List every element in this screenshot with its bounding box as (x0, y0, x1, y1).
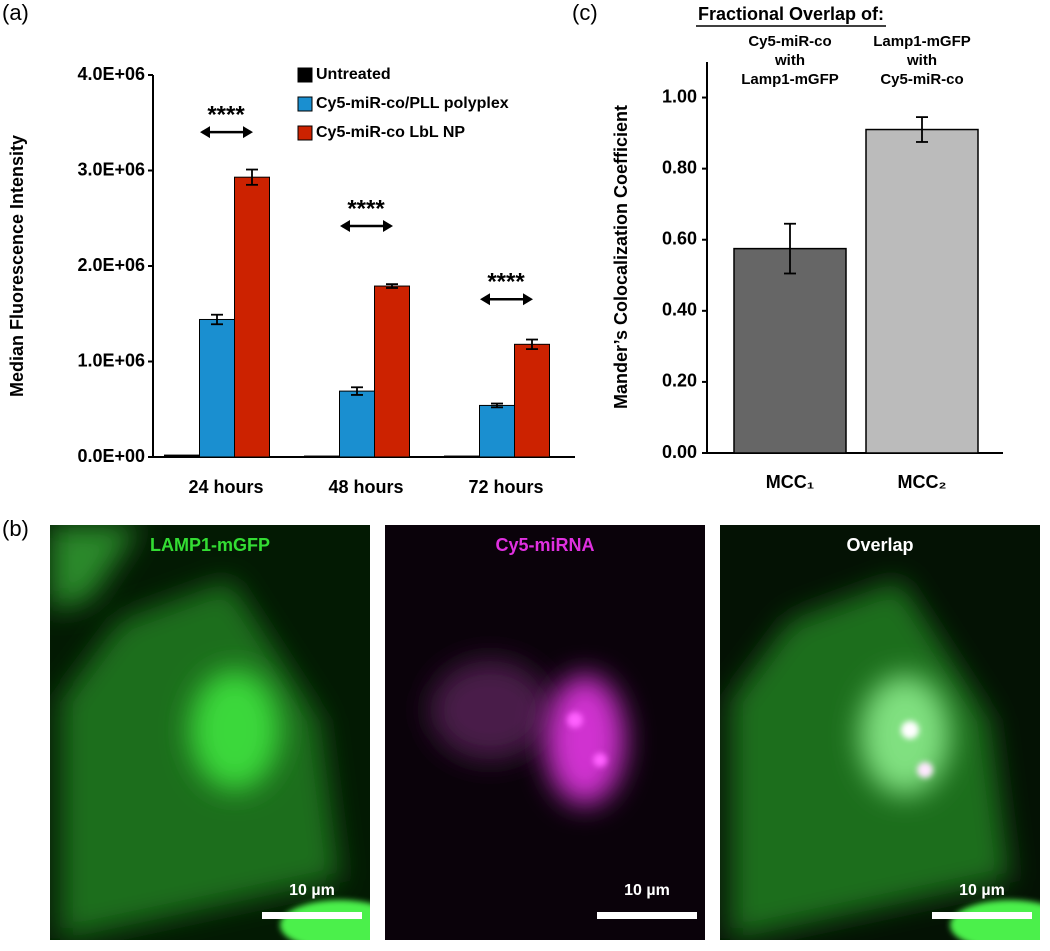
legend-swatch (297, 67, 313, 83)
legend-label: Cy5-miR-co LbL NP (316, 124, 465, 141)
image-label: Cy5-miRNA (495, 535, 594, 555)
y-tick-label: 0.60 (662, 228, 697, 248)
bar (374, 285, 410, 458)
bar (444, 455, 480, 458)
micrograph (720, 525, 1040, 940)
bar (479, 404, 515, 458)
image-label: LAMP1-mGFP (150, 535, 270, 555)
legend-swatch (297, 125, 313, 141)
scale-bar (262, 912, 362, 919)
bar (733, 247, 847, 454)
bar (304, 455, 340, 458)
x-tick-label: 72 hours (468, 477, 543, 497)
significance: **** (487, 269, 525, 296)
column-label: with (906, 52, 937, 69)
scale-bar-label: 10 µm (959, 882, 1005, 899)
column-label: Cy5-miR-co (748, 33, 831, 50)
bar (199, 318, 235, 458)
x-tick-label: 48 hours (328, 477, 403, 497)
x-tick-label: MCC₁ (766, 472, 814, 492)
panel-label: (c) (572, 0, 598, 25)
scale-bar (932, 912, 1032, 919)
micrograph (50, 525, 370, 940)
micrograph (385, 525, 705, 940)
legend-swatch (297, 96, 313, 112)
bar (164, 454, 200, 458)
bar (234, 176, 270, 458)
column-label: Lamp1-mGFP (873, 33, 971, 50)
bar (514, 343, 550, 458)
y-tick-label: 0.80 (662, 157, 697, 177)
x-tick-label: MCC₂ (898, 472, 947, 492)
column-label: Lamp1-mGFP (741, 71, 839, 88)
y-tick-label: 0.20 (662, 371, 697, 391)
y-tick-label: 4.0E+06 (77, 64, 145, 84)
legend-label: Untreated (316, 66, 391, 83)
y-tick-label: 0.00 (662, 442, 697, 462)
significance: **** (347, 195, 385, 222)
y-tick-label: 3.0E+06 (77, 159, 145, 179)
x-tick-label: 24 hours (188, 477, 263, 497)
y-axis-label: Mander’s Colocalization Coefficient (611, 105, 631, 409)
scale-bar (597, 912, 697, 919)
chart-title: Fractional Overlap of: (698, 4, 884, 24)
y-tick-label: 1.0E+06 (77, 350, 145, 370)
y-tick-label: 2.0E+06 (77, 255, 145, 275)
column-label: Cy5-miR-co (880, 71, 963, 88)
panel-label: (a) (2, 0, 29, 25)
bar (339, 390, 375, 458)
bar (865, 128, 979, 454)
y-axis-label: Median Fluorescence Intensity (7, 135, 27, 397)
image-label: Overlap (846, 535, 913, 555)
panel-label: (b) (2, 516, 29, 541)
legend-label: Cy5-miR-co/PLL polyplex (316, 95, 509, 112)
scale-bar-label: 10 µm (624, 882, 670, 899)
y-tick-label: 1.00 (662, 86, 697, 106)
y-tick-label: 0.0E+00 (77, 446, 145, 466)
scale-bar-label: 10 µm (289, 882, 335, 899)
y-tick-label: 0.40 (662, 300, 697, 320)
column-label: with (774, 52, 805, 69)
significance: **** (207, 102, 245, 129)
